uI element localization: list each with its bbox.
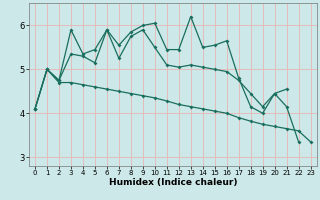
X-axis label: Humidex (Indice chaleur): Humidex (Indice chaleur)	[108, 178, 237, 187]
